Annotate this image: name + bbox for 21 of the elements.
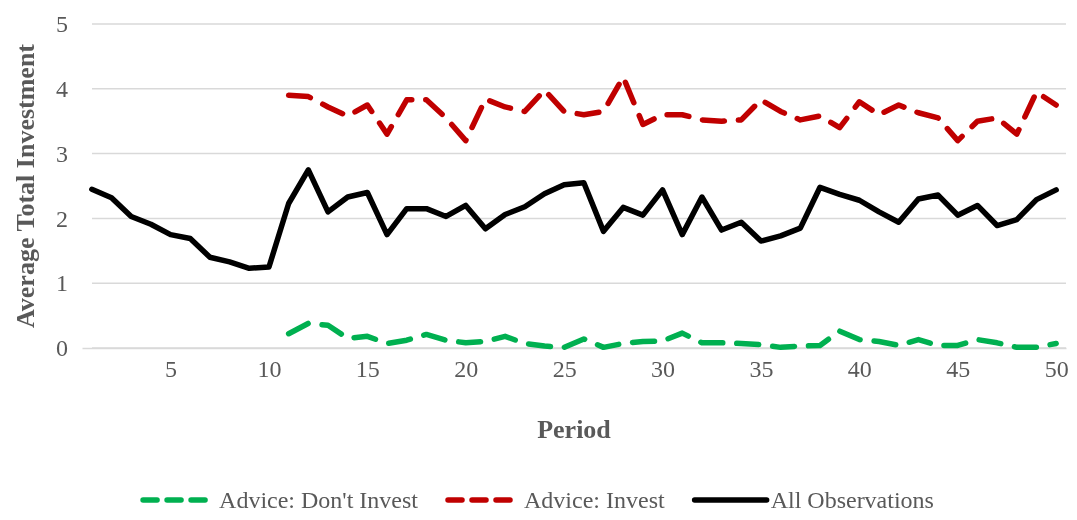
legend-label: All Observations	[770, 487, 934, 513]
x-tick-label: 35	[749, 356, 774, 383]
x-tick-label: 10	[257, 356, 282, 383]
x-tick-label: 40	[847, 356, 872, 383]
x-tick-label: 45	[946, 356, 971, 383]
x-axis-title: Period	[537, 415, 612, 444]
x-tick-label: 15	[355, 356, 380, 383]
x-tick-label: 5	[165, 356, 178, 383]
legend-label: Advice: Don't Invest	[219, 487, 419, 513]
x-tick-label: 50	[1044, 356, 1069, 383]
x-tick-label: 20	[454, 356, 479, 383]
y-tick-label: 3	[56, 140, 68, 167]
y-tick-label: 5	[56, 11, 68, 38]
y-tick-label: 4	[56, 75, 68, 102]
x-tick-label: 30	[651, 356, 676, 383]
y-tick-label: 2	[56, 205, 68, 232]
y-tick-label: 1	[56, 270, 68, 297]
x-tick-label: 25	[552, 356, 577, 383]
legend-label: Advice: Invest	[524, 487, 665, 513]
y-tick-label: 0	[56, 335, 68, 362]
y-axis-title: Average Total Investment	[11, 43, 40, 329]
